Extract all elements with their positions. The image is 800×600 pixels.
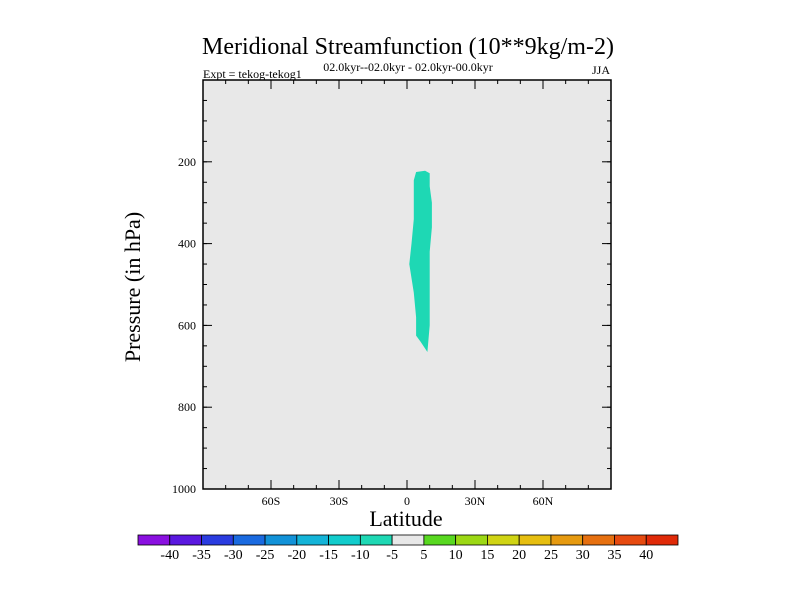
y-tick-label: 600 [178,318,196,332]
colorbar-label: -15 [319,548,338,563]
colorbar-swatch [614,534,647,546]
colorbar-swatch [264,534,298,546]
colorbar-label: -10 [351,548,370,563]
y-tick-label: 800 [178,400,196,414]
experiment-label: Expt = tekog-tekog1 [203,67,302,81]
colorbar-label: 40 [639,548,653,563]
x-axis-label: Latitude [369,506,442,531]
colorbar-swatch [232,534,266,546]
x-tick-label: 60N [533,494,554,508]
y-tick-label: 200 [178,155,196,169]
colorbar-swatch [296,534,329,546]
plot-background [203,80,611,489]
colorbar-label: 5 [420,548,427,563]
colorbar-label: 10 [449,548,463,563]
y-tick-label: 1000 [172,482,196,496]
colorbar-swatch [487,534,520,546]
colorbar-label: 35 [607,548,621,563]
colorbar-label: -5 [386,548,398,563]
colorbar-swatch [645,534,679,546]
colorbar-label: 15 [480,548,494,563]
colorbar-swatch [455,534,488,546]
x-tick-label: 30N [465,494,486,508]
colorbar-swatch [328,534,361,546]
colorbar-swatch [137,534,171,546]
colorbar-swatch [391,534,425,546]
colorbar-swatch [518,534,552,546]
colorbar-label: 20 [512,548,526,563]
colorbar-label: -35 [192,548,211,563]
chart-subtitle: 02.0kyr--02.0kyr - 02.0kyr-00.0kyr [323,60,493,74]
colorbar: -40 -35 -30 -25 -20 -15 -10 -5 5 10 15 20 25 30 35 40 [137,534,679,563]
colorbar-swatch [582,534,615,546]
colorbar-swatch [423,534,457,546]
colorbar-label: -20 [287,548,306,563]
y-axis-label: Pressure (in hPa) [120,212,145,362]
colorbar-label: -25 [256,548,275,563]
plot-frame [202,79,612,490]
plot-area: 60S 30S 0 30N 60N 200 400 600 800 1000 [172,79,612,508]
season-label: JJA [592,63,610,77]
contour-region-negative-cell [409,170,432,352]
colorbar-swatch [201,534,234,546]
colorbar-label: -40 [160,548,179,563]
colorbar-swatch [169,534,202,546]
colorbar-label: 30 [576,548,590,563]
colorbar-swatch [359,534,393,546]
chart-title: Meridional Streamfunction (10**9kg/m-2) [202,34,614,60]
colorbar-label: 25 [544,548,558,563]
colorbar-label: -30 [224,548,243,563]
x-tick-label: 60S [262,494,281,508]
x-tick-label: 30S [330,494,349,508]
x-tick-label: 0 [404,494,410,508]
y-tick-label: 400 [178,237,196,251]
colorbar-swatch [550,534,584,546]
